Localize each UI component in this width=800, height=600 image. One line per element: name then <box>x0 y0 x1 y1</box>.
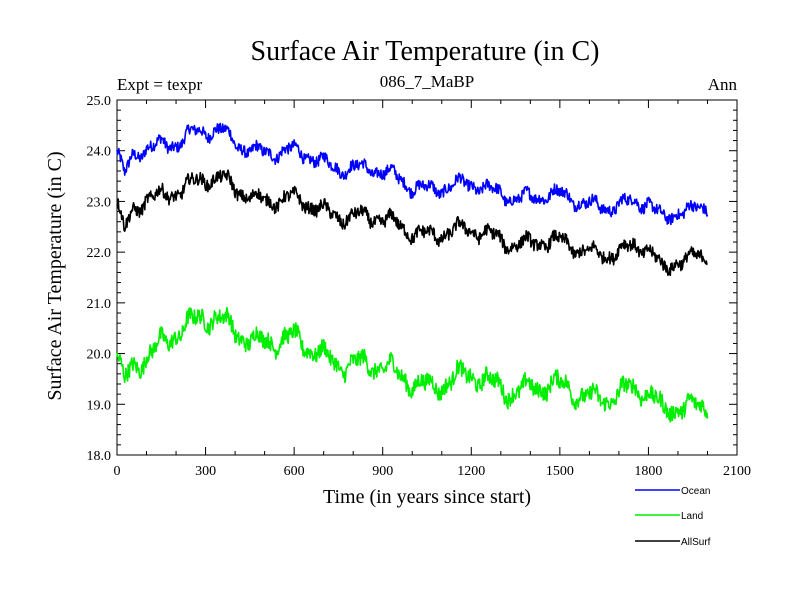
x-tick-label: 900 <box>372 464 393 479</box>
y-tick-label: 18.0 <box>87 449 112 464</box>
y-tick-label: 20.0 <box>87 348 112 363</box>
x-axis-label: Time (in years since start) <box>323 486 531 508</box>
series-line-allsurf <box>116 169 708 277</box>
legend-label-land: Land <box>681 511 703 522</box>
y-axis-ticks: 18.0 19.0 20.0 21.0 22.0 23.0 24.0 25.0 <box>87 94 737 464</box>
legend-label-ocean: Ocean <box>681 486 710 497</box>
y-tick-label: 19.0 <box>87 398 112 413</box>
x-tick-label: 0 <box>114 464 121 479</box>
x-tick-label: 600 <box>284 464 305 479</box>
x-tick-label: 1800 <box>634 464 662 479</box>
series-group <box>116 122 709 423</box>
y-tick-label: 24.0 <box>87 145 112 160</box>
y-tick-label: 21.0 <box>87 297 112 312</box>
series-line-land <box>116 306 709 423</box>
chart-title: Surface Air Temperature (in C) <box>251 36 600 67</box>
x-tick-label: 1500 <box>546 464 574 479</box>
x-axis-ticks: 0 300 600 900 1200 1500 1800 2100 <box>114 100 751 479</box>
x-tick-label: 2100 <box>723 464 751 479</box>
season-label: Ann <box>708 75 738 94</box>
plot-frame <box>116 99 738 456</box>
y-axis-label: Surface Air Temperature (in C) <box>44 151 66 400</box>
legend-label-allsurf: AllSurf <box>681 537 711 548</box>
y-tick-label: 23.0 <box>87 195 112 210</box>
x-tick-label: 1200 <box>457 464 485 479</box>
run-label: 086_7_MaBP <box>380 72 474 91</box>
legend: Ocean Land AllSurf <box>635 486 711 548</box>
y-tick-label: 25.0 <box>87 94 112 109</box>
series-line-ocean <box>116 122 709 226</box>
y-tick-label: 22.0 <box>87 246 112 261</box>
x-tick-label: 300 <box>195 464 216 479</box>
expt-label: Expt = texpr <box>117 75 202 94</box>
